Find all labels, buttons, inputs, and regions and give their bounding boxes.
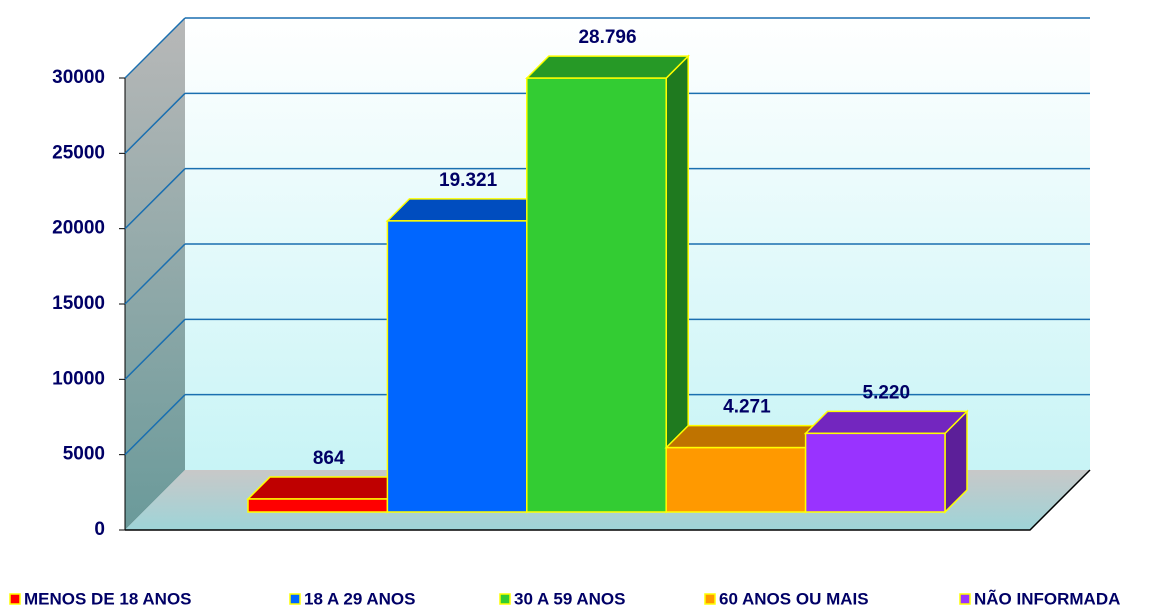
y-tick-label: 25000: [52, 142, 105, 163]
bar-front: [665, 446, 807, 513]
floor-edge: [125, 469, 1091, 531]
y-tick-label: 0: [94, 519, 105, 540]
legend-label: 18 A 29 ANOS: [304, 589, 416, 608]
y-tick-label: 5000: [63, 444, 105, 465]
bar-front: [804, 432, 946, 513]
bar-top: [803, 410, 969, 435]
legend-swatch: [704, 593, 716, 605]
grid-line: [124, 318, 186, 380]
legend-swatch: [9, 593, 21, 605]
bar-top: [524, 55, 691, 79]
bar: [803, 409, 969, 514]
y-tick-label: 15000: [52, 293, 105, 314]
bar-top: [385, 198, 551, 222]
bar: [385, 197, 551, 514]
bar: [524, 54, 691, 514]
legend-label: 60 ANOS OU MAIS: [719, 589, 869, 608]
value-label: 5.220: [863, 382, 911, 403]
legend-label: MENOS DE 18 ANOS: [24, 589, 192, 608]
legend-swatch: [289, 593, 301, 605]
grid-line: [124, 168, 186, 230]
value-label: 28.796: [578, 27, 636, 48]
bar-front: [526, 77, 667, 513]
legend-swatch: [499, 593, 511, 605]
legend-label: 30 A 59 ANOS: [514, 589, 626, 608]
grid-line: [124, 17, 186, 79]
bar-front: [386, 220, 528, 513]
value-label: 19.321: [439, 170, 498, 191]
legend-label: NÃO INFORMADA: [974, 588, 1120, 608]
legend-swatch: [959, 593, 971, 605]
y-tick-label: 30000: [52, 67, 105, 88]
grid-line: [124, 243, 186, 305]
grid-line: [124, 394, 186, 456]
grid-line: [124, 92, 186, 154]
y-tick-label: 20000: [52, 218, 105, 239]
bar: [664, 423, 830, 514]
bar-top: [246, 476, 412, 500]
value-label: 864: [313, 448, 345, 469]
bar-top: [664, 424, 830, 449]
bar-front: [247, 498, 389, 513]
bar: [246, 475, 412, 514]
value-label: 4.271: [723, 397, 771, 418]
y-tick-label: 10000: [52, 368, 105, 389]
